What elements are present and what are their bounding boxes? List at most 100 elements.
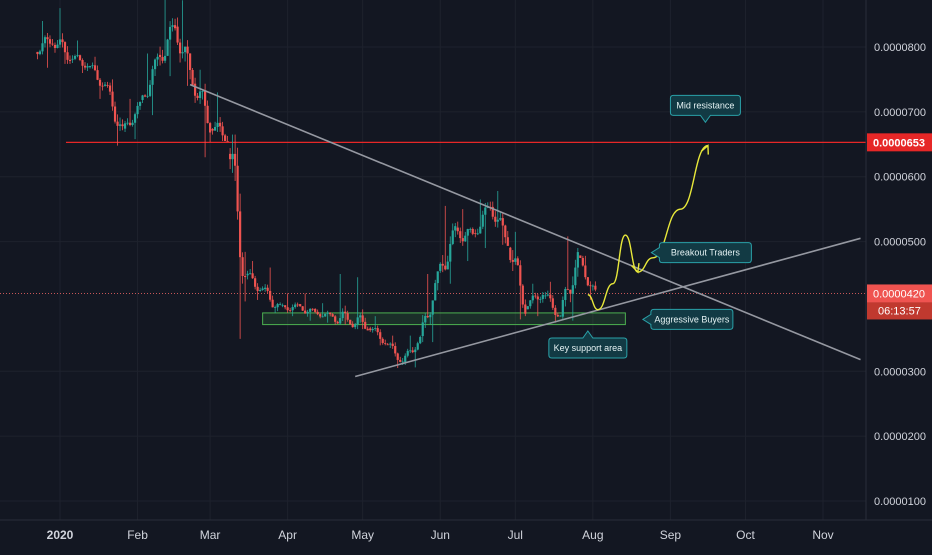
candle-body — [371, 328, 374, 331]
candle-body — [151, 69, 154, 85]
candle-body — [128, 122, 132, 125]
candle-body — [351, 323, 354, 328]
candle-body — [219, 122, 222, 127]
candle-body — [491, 206, 494, 217]
candle-body — [86, 66, 89, 68]
candle-body — [421, 322, 424, 337]
x-tick-label: May — [351, 528, 374, 542]
candle-body — [344, 311, 347, 314]
candle-body — [549, 294, 552, 299]
candle-body — [519, 265, 522, 286]
x-tick-label: Feb — [127, 528, 148, 542]
candle-body — [148, 84, 152, 96]
candle-body — [284, 305, 287, 308]
candle-body — [589, 285, 592, 287]
candle-body — [254, 278, 257, 287]
candle-body — [396, 353, 399, 360]
candle-body — [193, 83, 197, 96]
candle-body — [441, 263, 444, 266]
candle-body — [241, 257, 244, 277]
price-axis[interactable]: 0.0000800 0.0000700 0.0000600 0.0000500 0.00… — [874, 42, 926, 508]
candle-body — [138, 101, 142, 106]
current-price-tag — [867, 284, 932, 303]
candle-body — [501, 218, 504, 226]
candle-body — [446, 261, 449, 270]
candle-body — [108, 85, 112, 92]
time-axis[interactable]: 2020 Feb Mar Apr May Jun Jul Aug Sep Oct Nov — [47, 528, 834, 542]
candle-body — [113, 106, 117, 122]
y-tick-label: 0.0000300 — [874, 366, 926, 378]
candle-body — [334, 316, 337, 322]
candle-body — [484, 207, 487, 215]
candle-body — [456, 227, 459, 232]
y-tick-label: 0.0000800 — [874, 42, 926, 54]
candle-body — [53, 44, 57, 48]
x-tick-label: Nov — [812, 528, 833, 542]
candle-body — [414, 349, 417, 353]
candle-body — [309, 308, 312, 312]
candle-body — [386, 344, 389, 346]
candle-body — [161, 57, 164, 61]
x-tick-label: Apr — [278, 528, 297, 542]
candle-body — [314, 308, 317, 312]
candle-body — [61, 39, 64, 43]
annotation-callout — [669, 94, 741, 124]
candle-body — [579, 255, 582, 258]
candle-body — [173, 25, 177, 29]
candle-body — [156, 56, 159, 60]
trendlines[interactable] — [189, 83, 861, 378]
candle-body — [514, 258, 517, 262]
candle-body — [316, 311, 319, 315]
candle-body — [506, 237, 509, 246]
horizontal-lines — [0, 141, 866, 294]
candle-body — [198, 91, 202, 99]
candle-body — [141, 95, 144, 100]
candle-body — [63, 42, 67, 53]
y-tick-label: 0.0000200 — [874, 431, 926, 443]
candle-body — [239, 211, 242, 258]
candle-body — [68, 59, 72, 61]
candle-body — [201, 91, 204, 92]
candle-body — [529, 300, 532, 307]
candle-body — [196, 95, 199, 99]
candle-body — [409, 350, 412, 352]
candle-body — [336, 321, 339, 324]
projection-layer — [587, 144, 709, 311]
candle-body — [374, 328, 377, 329]
candle-body — [83, 65, 87, 68]
candle-body — [269, 290, 272, 300]
candle-body — [133, 114, 137, 123]
projection-arrowhead — [700, 144, 709, 155]
candle-body — [246, 273, 249, 276]
trendline-ascending-support[interactable] — [354, 237, 861, 378]
candle-body — [581, 257, 584, 266]
candle-body — [191, 69, 194, 85]
candle-body — [229, 153, 232, 160]
annotation-label: Aggressive Buyers — [654, 314, 730, 324]
candle-body — [429, 314, 432, 318]
candle-body — [521, 285, 524, 305]
candle-body — [381, 338, 384, 344]
candle-body — [93, 65, 97, 71]
trendline-descending-resistance[interactable] — [189, 83, 861, 361]
candle-body — [504, 225, 507, 238]
candle-body — [158, 54, 162, 58]
candle-body — [576, 252, 579, 268]
y-tick-label: 0.0000100 — [874, 496, 926, 508]
candle-body — [341, 311, 344, 319]
candle-body — [496, 219, 499, 222]
candle-body — [424, 316, 427, 323]
candle-body — [554, 307, 557, 315]
candle-body — [556, 314, 559, 317]
candle-body — [211, 128, 214, 131]
candle-body — [509, 247, 512, 260]
candle-body — [166, 39, 169, 56]
candle-body — [244, 276, 247, 278]
candle-body — [494, 216, 497, 222]
candle-body — [526, 306, 529, 310]
annotation-callout — [641, 308, 734, 330]
key-support-zone — [262, 312, 626, 326]
